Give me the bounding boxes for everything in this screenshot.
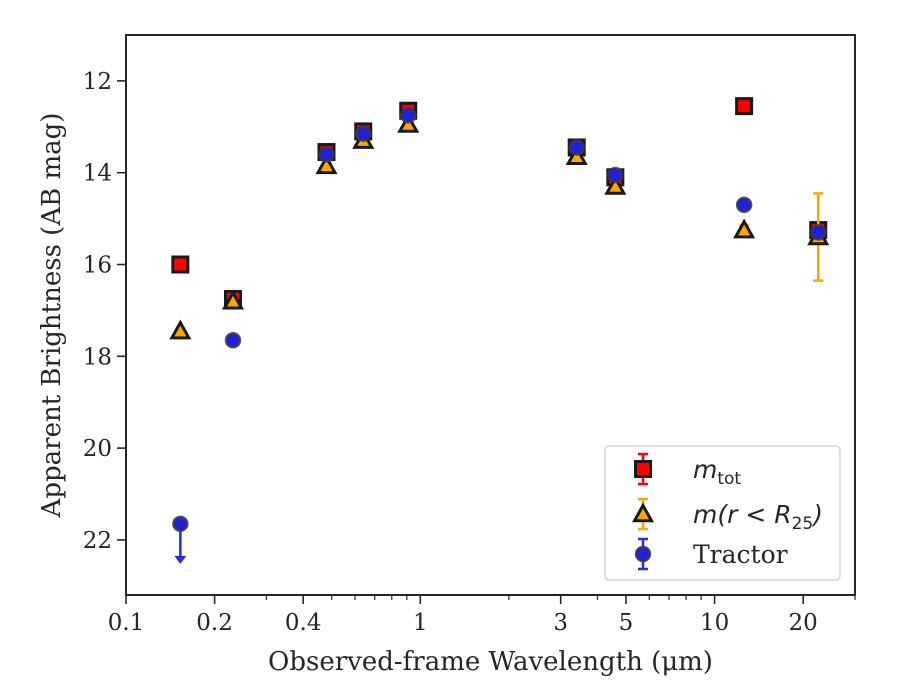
axis-ticks: 0.1 0.2 0.4 1 3 5 10 20 12 14 16 18 20 22: [83, 69, 856, 636]
legend: mtot m(r < R25) Tractor: [604, 445, 841, 581]
data-point-tractor: [172, 515, 189, 533]
y-tick-label: 20: [83, 436, 112, 462]
series-tractor: [172, 107, 827, 564]
data-marks: [169, 97, 830, 564]
x-tick-label: 3: [553, 610, 568, 636]
data-point-mtot: [735, 97, 754, 116]
legend-marker-tractor: [634, 545, 652, 563]
data-point-tractor: [224, 331, 242, 349]
x-tick-label: 0.4: [285, 610, 322, 636]
x-axis-label: Observed-frame Wavelength (μm): [268, 647, 713, 677]
x-tick-label: 20: [789, 610, 818, 636]
y-tick-label: 22: [83, 528, 112, 554]
y-tick-label: 12: [83, 69, 112, 95]
y-tick-label: 16: [83, 253, 112, 279]
y-tick-label: 18: [83, 344, 112, 370]
legend-label-tractor: Tractor: [693, 540, 788, 569]
data-point-tractor: [399, 107, 417, 124]
data-point-tractor: [568, 139, 585, 156]
x-tick-label: 5: [619, 610, 634, 636]
legend-box: [604, 445, 841, 581]
legend-label-main: m(r < R: [693, 500, 792, 529]
data-point-m-r-lt-r25: [565, 145, 588, 165]
data-point-m-r-lt-r25: [221, 289, 245, 310]
legend-label-subscript: 25: [792, 514, 814, 534]
legend-marker-m-r-lt-r25: [631, 502, 655, 523]
data-point-m-r-lt-r25: [169, 319, 192, 340]
data-point-m-r-lt-r25: [397, 112, 420, 133]
data-point-mtot: [171, 255, 190, 274]
data-point-m-r-lt-r25: [733, 218, 756, 239]
y-axis-label: Apparent Brightness (AB mag): [37, 113, 67, 519]
series-mtot: [171, 97, 828, 308]
series-m-r-lt-r25: [169, 112, 830, 340]
legend-label-mtot: mtot: [693, 455, 741, 489]
data-point-tractor: [809, 224, 827, 241]
legend-label-subscript: tot: [717, 469, 741, 489]
upper-limit-arrow-head: [174, 555, 187, 564]
x-tick-label: 0.2: [196, 610, 233, 636]
data-point-tractor: [355, 125, 372, 142]
data-point-tractor: [735, 196, 753, 214]
legend-label-m-r-lt-r25: m(r < R25): [693, 500, 823, 534]
legend-label-main: m: [693, 455, 717, 484]
data-point-tractor: [318, 146, 335, 163]
data-point-m-r-lt-r25: [604, 174, 627, 195]
data-point-tractor: [607, 166, 624, 184]
x-tick-label: 10: [700, 610, 729, 636]
data-point-m-r-lt-r25: [315, 154, 338, 175]
y-tick-label: 14: [83, 161, 112, 187]
x-tick-label: 0.1: [108, 610, 145, 636]
x-tick-label: 1: [413, 610, 428, 636]
legend-label-tail: ): [811, 500, 823, 529]
plot-frame: [125, 34, 856, 596]
legend-marker-mtot: [634, 460, 652, 478]
